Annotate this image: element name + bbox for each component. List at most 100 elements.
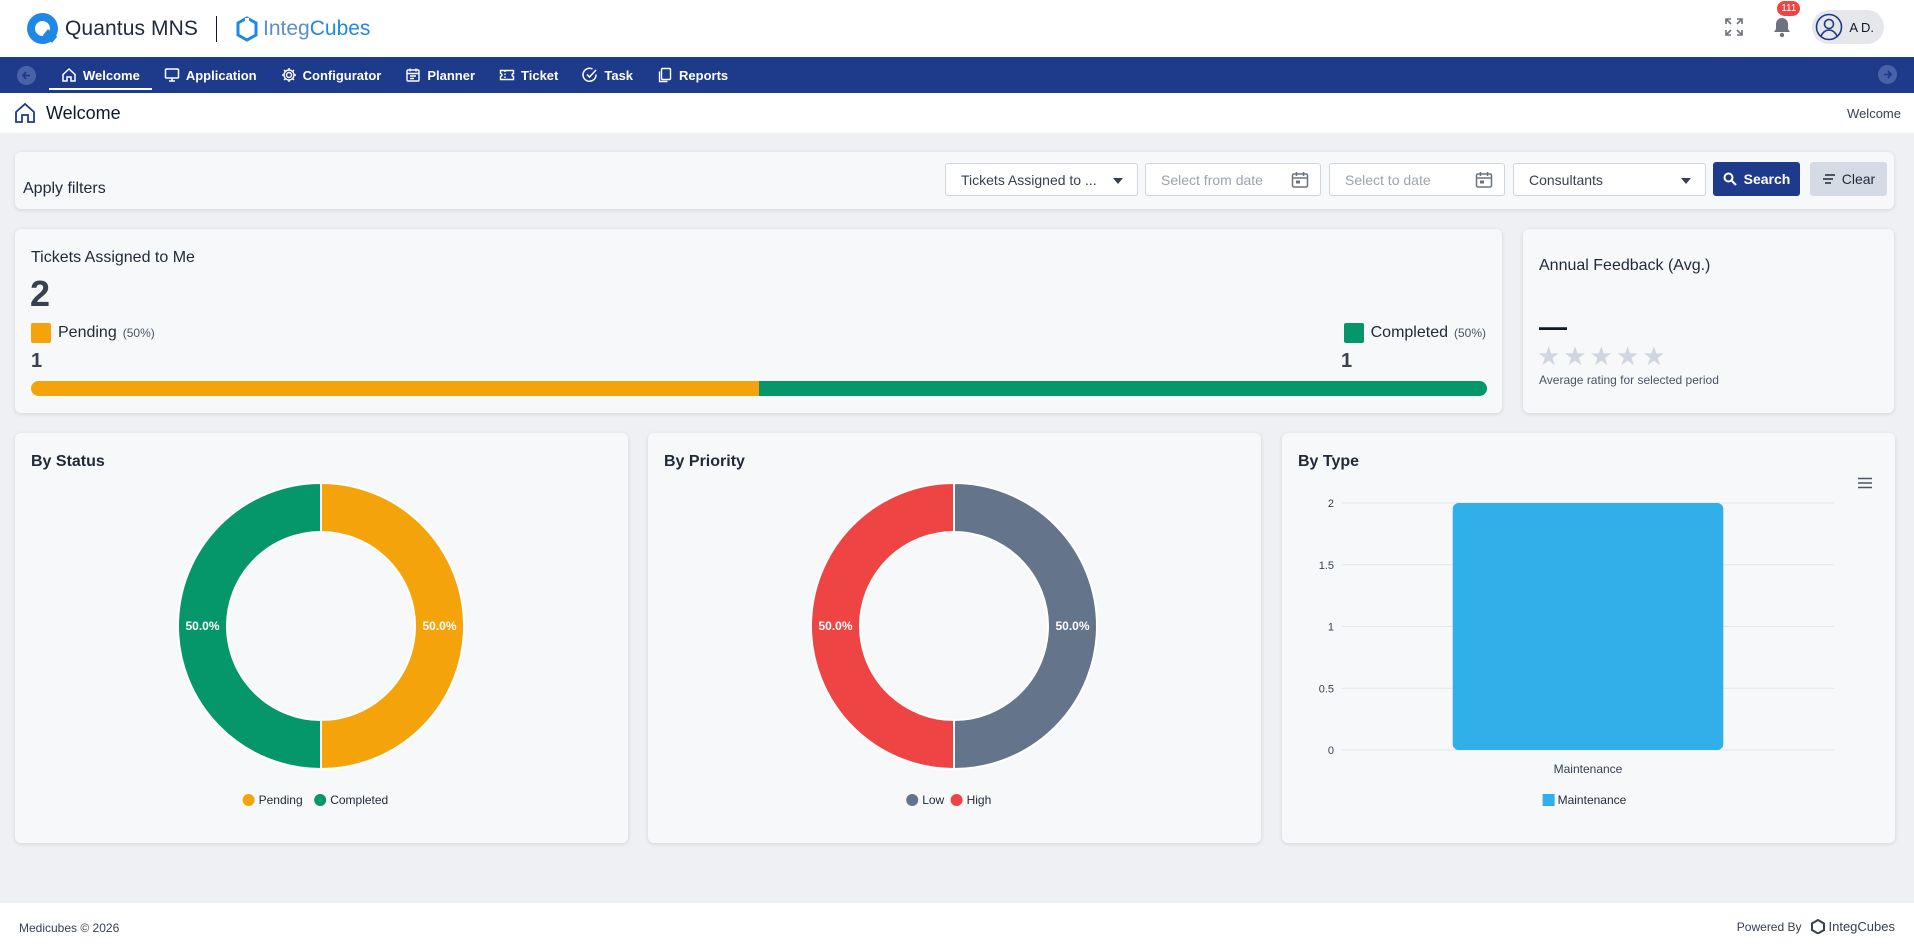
partner-name: IntegCubes bbox=[263, 17, 370, 41]
filters-panel: Apply filters Tickets Assigned to ... Se… bbox=[15, 152, 1894, 209]
group-select[interactable]: Consultants bbox=[1513, 163, 1706, 196]
y-tick-label: 1 bbox=[1328, 622, 1334, 634]
fullscreen-button[interactable] bbox=[1716, 9, 1752, 45]
top-header: Quantus MNS IntegCubes 111 bbox=[0, 0, 1914, 57]
header-actions: 111 A D. bbox=[1716, 1, 1884, 45]
rating-stars: ★ ★ ★ ★ ★ bbox=[1537, 341, 1669, 372]
legend-label[interactable]: Completed bbox=[330, 793, 388, 807]
nav-ticket[interactable]: Ticket bbox=[487, 57, 570, 93]
nav-task-label: Task bbox=[604, 67, 634, 83]
legend-label[interactable]: Low bbox=[922, 793, 944, 807]
nav-task[interactable]: Task bbox=[570, 57, 645, 93]
nav-application-label: Application bbox=[185, 67, 257, 83]
feedback-value: — bbox=[1539, 311, 1567, 342]
pending-count: 1 bbox=[31, 350, 43, 372]
nav-configurator-label: Configurator bbox=[302, 67, 382, 83]
nav-application[interactable]: Application bbox=[152, 57, 269, 93]
group-value: Consultants bbox=[1529, 171, 1603, 188]
nav-scroll-right-button[interactable] bbox=[1878, 65, 1897, 84]
completed-swatch bbox=[1343, 323, 1364, 343]
clear-button-label: Clear bbox=[1841, 171, 1876, 187]
legend-label[interactable]: High bbox=[967, 793, 992, 807]
expand-icon bbox=[1725, 18, 1744, 36]
star-icon[interactable]: ★ bbox=[1642, 341, 1666, 371]
completed-percent: (50%) bbox=[1453, 326, 1486, 340]
legend-marker[interactable] bbox=[1542, 794, 1555, 806]
by-priority-title: By Priority bbox=[664, 453, 745, 470]
pending-label: Pending bbox=[58, 324, 117, 341]
app-name: Quantus MNS bbox=[65, 16, 198, 40]
chart-menu-icon[interactable] bbox=[1857, 477, 1873, 489]
ticket-scope-select[interactable]: Tickets Assigned to ... bbox=[945, 163, 1138, 196]
copyright-text: Medicubes © 2026 bbox=[19, 921, 120, 935]
legend-label[interactable]: Pending bbox=[259, 793, 303, 807]
tickets-progress-bar bbox=[31, 381, 1487, 396]
nav-welcome-label: Welcome bbox=[83, 67, 140, 83]
notification-badge: 111 bbox=[1777, 1, 1801, 16]
breadcrumb[interactable]: Welcome bbox=[1847, 106, 1901, 121]
search-button[interactable]: Search bbox=[1713, 162, 1800, 196]
clear-lines-icon bbox=[1822, 174, 1835, 184]
nav-planner[interactable]: Planner bbox=[393, 57, 487, 93]
partner-name-part-a: Integ bbox=[263, 16, 310, 40]
chevron-down-icon bbox=[1113, 178, 1123, 184]
y-tick-label: 0 bbox=[1328, 745, 1334, 757]
brand-logo[interactable]: Quantus MNS bbox=[27, 13, 198, 44]
bell-icon bbox=[1774, 18, 1791, 38]
ticket-scope-value: Tickets Assigned to ... bbox=[961, 171, 1097, 188]
pie-slice-low[interactable] bbox=[953, 481, 1098, 771]
nav-scroll-left-button[interactable] bbox=[17, 65, 36, 85]
to-date-input[interactable]: Select to date bbox=[1329, 163, 1505, 196]
pie-slice-completed[interactable] bbox=[177, 481, 322, 771]
nav-reports-label: Reports bbox=[679, 67, 729, 83]
by-status-title: By Status bbox=[31, 453, 105, 470]
to-date-placeholder: Select to date bbox=[1345, 171, 1431, 188]
check-circle-icon bbox=[582, 67, 598, 82]
nav-welcome[interactable]: Welcome bbox=[49, 57, 152, 93]
calendar-icon[interactable] bbox=[1290, 170, 1310, 190]
legend-marker[interactable] bbox=[242, 794, 255, 806]
main-navbar: Welcome Application Configurator Planner… bbox=[0, 57, 1914, 93]
partner-name-part-b: Cubes bbox=[309, 16, 371, 40]
progress-pending-segment bbox=[31, 381, 759, 396]
by-type-card: By Type 0 0.5 1 1.5 2 Maintenance Maintenance bbox=[1282, 433, 1895, 843]
powered-by-name: IntegCubes bbox=[1828, 919, 1896, 934]
avatar-icon bbox=[1816, 13, 1843, 41]
y-tick-label: 2 bbox=[1328, 498, 1334, 510]
notifications-button[interactable]: 111 bbox=[1764, 1, 1801, 45]
monitor-icon bbox=[164, 68, 180, 82]
star-icon[interactable]: ★ bbox=[1537, 341, 1561, 371]
pending-percent: (50%) bbox=[122, 326, 155, 340]
slice-label: 50.0% bbox=[1055, 619, 1089, 633]
clear-button[interactable]: Clear bbox=[1810, 162, 1887, 196]
integcubes-logo-icon bbox=[1810, 919, 1825, 934]
nav-reports[interactable]: Reports bbox=[645, 57, 740, 93]
copy-icon bbox=[658, 67, 672, 83]
from-date-input[interactable]: Select from date bbox=[1145, 163, 1321, 196]
legend-marker[interactable] bbox=[314, 794, 327, 806]
slice-label: 50.0% bbox=[818, 619, 852, 633]
by-priority-card: By Priority 50.0% 50.0% Low High bbox=[648, 433, 1261, 843]
star-icon[interactable]: ★ bbox=[1589, 341, 1613, 371]
chevron-down-icon bbox=[1681, 178, 1691, 184]
nav-configurator[interactable]: Configurator bbox=[269, 57, 394, 93]
by-status-chart: 50.0% 50.0% Pending Completed bbox=[177, 481, 465, 807]
user-menu[interactable]: A D. bbox=[1812, 10, 1884, 44]
quantus-logo-icon bbox=[27, 13, 58, 44]
page-title-bar: Welcome Welcome bbox=[0, 93, 1914, 133]
legend-marker[interactable] bbox=[906, 794, 919, 806]
home-icon bbox=[62, 67, 76, 82]
pie-slice-pending[interactable] bbox=[320, 481, 465, 771]
y-tick-label: 1.5 bbox=[1319, 560, 1334, 572]
x-tick-label: Maintenance bbox=[1554, 762, 1623, 776]
legend-marker[interactable] bbox=[950, 794, 963, 806]
y-tick-label: 0.5 bbox=[1319, 683, 1334, 695]
tickets-assigned-card: Tickets Assigned to Me 2 Pending (50%) 1… bbox=[15, 229, 1502, 413]
bar[interactable] bbox=[1452, 503, 1724, 750]
star-icon[interactable]: ★ bbox=[1563, 341, 1587, 371]
star-icon[interactable]: ★ bbox=[1615, 341, 1640, 371]
calendar-icon[interactable] bbox=[1474, 170, 1494, 190]
integcubes-logo-icon bbox=[236, 15, 258, 42]
legend-label[interactable]: Maintenance bbox=[1558, 793, 1627, 807]
pie-slice-high[interactable] bbox=[810, 481, 955, 771]
